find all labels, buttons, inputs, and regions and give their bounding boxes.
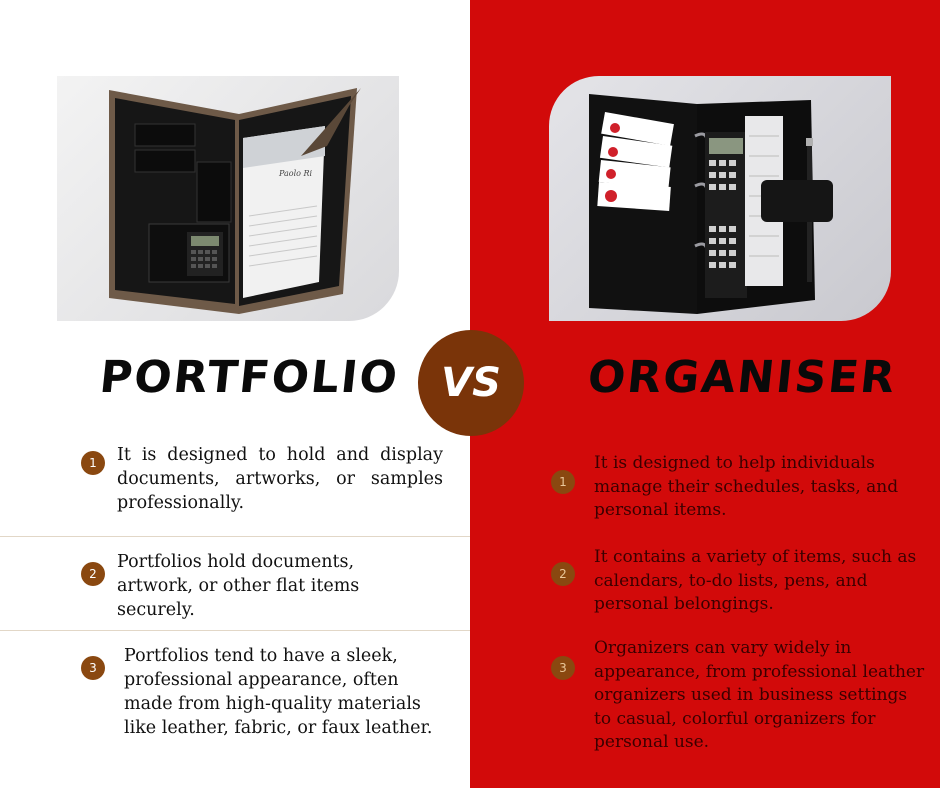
- point-number-badge: 3: [81, 656, 105, 680]
- portfolio-brand-text: Paolo Ri: [278, 169, 313, 178]
- portfolio-point-3: Portfolios tend to have a sleek, profess…: [124, 646, 433, 738]
- point-number-badge: 2: [551, 562, 575, 586]
- organiser-point-1: It is designed to help individuals manag…: [594, 453, 899, 520]
- point-number-badge: 1: [81, 451, 105, 475]
- point-number-badge: 3: [551, 656, 575, 680]
- portfolio-photo: Paolo Ri: [57, 76, 399, 321]
- organiser-point-3: Organizers can vary widely in appearance…: [594, 638, 925, 752]
- point-number-badge: 1: [551, 470, 575, 494]
- vs-badge: VS: [418, 330, 524, 436]
- organiser-image-icon: [589, 94, 833, 314]
- divider: [0, 630, 470, 631]
- portfolio-image-icon: Paolo Ri: [109, 88, 361, 314]
- portfolio-heading: PORTFOLIO: [97, 352, 402, 403]
- organiser-photo: [549, 76, 891, 321]
- portfolio-point-1: It is designed to hold and display docum…: [117, 445, 443, 513]
- organiser-heading: ORGANISER: [585, 352, 899, 403]
- point-number-badge: 2: [81, 562, 105, 586]
- divider: [0, 536, 470, 537]
- organiser-point-2: It contains a variety of items, such as …: [594, 547, 917, 614]
- vs-label: VS: [441, 360, 501, 406]
- portfolio-point-2: Portfolios hold documents, artwork, or o…: [117, 552, 360, 620]
